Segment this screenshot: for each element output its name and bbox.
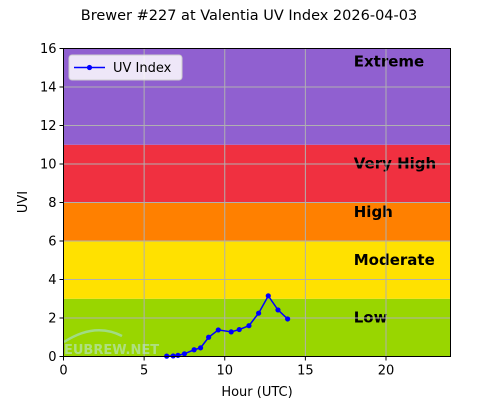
- band-moderate: [63, 241, 451, 299]
- x-tick-label: 5: [140, 364, 148, 379]
- data-point: [228, 329, 234, 335]
- x-tick-label: 10: [216, 364, 233, 379]
- y-tick-label: 2: [48, 312, 56, 327]
- data-point: [197, 345, 204, 351]
- y-tick-label: 10: [40, 158, 57, 173]
- data-point: [265, 293, 271, 299]
- series-group: [164, 293, 291, 359]
- x-tick-label: 15: [297, 364, 314, 379]
- y-axis-ticks: 0 2 4 6 8 10 12 14 16: [40, 42, 64, 365]
- y-tick-label: 14: [40, 81, 57, 96]
- data-point: [191, 347, 197, 353]
- data-point: [275, 307, 281, 313]
- x-axis-label: Hour (UTC): [221, 385, 292, 400]
- data-point: [170, 353, 176, 359]
- legend: UV Index: [68, 54, 183, 81]
- data-point: [181, 351, 188, 357]
- data-point: [206, 334, 212, 340]
- y-tick-label: 0: [48, 350, 56, 365]
- y-tick-label: 12: [40, 119, 57, 134]
- x-axis-ticks: 0 5 10 15 20: [59, 356, 395, 379]
- data-point: [256, 310, 262, 316]
- data-point: [285, 316, 291, 322]
- data-point: [215, 327, 221, 333]
- band-label-extreme: Extreme: [354, 53, 424, 71]
- watermark-text: EUBREW.NET: [64, 343, 159, 358]
- band-label-high: High: [354, 203, 393, 221]
- chart-title: Brewer #227 at Valentia UV Index 2026-04…: [81, 8, 417, 24]
- band-label-moderate: Moderate: [354, 251, 435, 269]
- band-very-high: [63, 144, 451, 203]
- legend-marker: [86, 64, 93, 71]
- legend-label: UV Index: [113, 61, 172, 76]
- y-tick-label: 8: [48, 196, 56, 211]
- y-tick-label: 4: [48, 273, 56, 288]
- y-tick-label: 16: [40, 42, 57, 57]
- data-point: [236, 326, 242, 333]
- x-tick-label: 0: [59, 364, 67, 379]
- eubrew-watermark: EUBREW.NET: [63, 329, 159, 358]
- data-point: [175, 352, 181, 358]
- legend-box: [68, 54, 183, 81]
- y-axis-label: UVI: [16, 191, 31, 213]
- data-point: [246, 323, 252, 329]
- x-tick-label: 20: [378, 364, 395, 379]
- y-tick-label: 6: [48, 235, 56, 250]
